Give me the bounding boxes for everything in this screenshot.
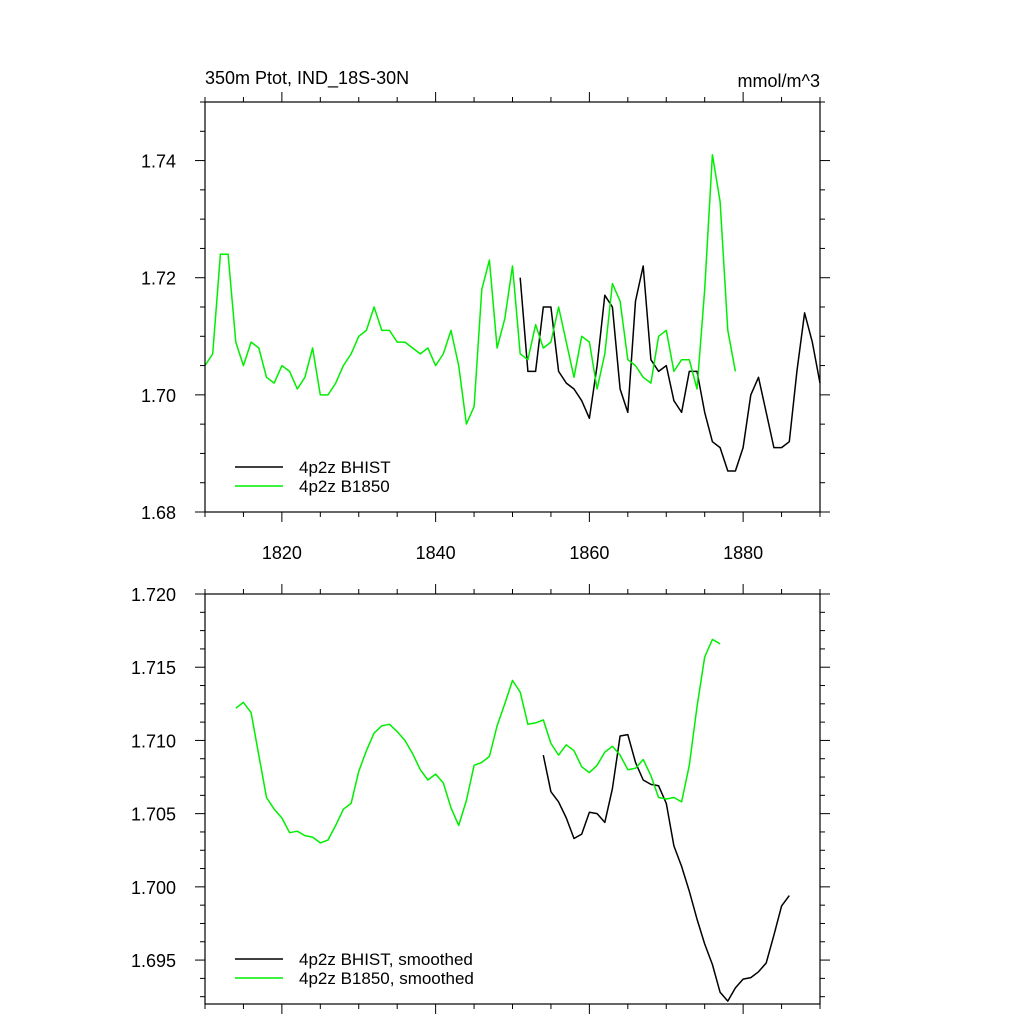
y-tick-label: 1.70 xyxy=(141,386,176,406)
y-tick-label: 1.700 xyxy=(131,878,176,898)
series-line xyxy=(204,153,737,425)
plot-frame xyxy=(204,593,821,1005)
series-line xyxy=(519,265,821,472)
chart-title: 350m Ptot, IND_18S-30N xyxy=(205,68,409,89)
x-tick-label: 1820 xyxy=(262,543,302,563)
units-label: mmol/m^3 xyxy=(738,71,820,91)
legend-label: 4p2z B1850 xyxy=(299,477,390,496)
y-tick-label: 1.705 xyxy=(131,805,176,825)
series-line xyxy=(542,733,790,1002)
series-line xyxy=(235,638,721,844)
y-tick-label: 1.720 xyxy=(131,585,176,605)
y-tick-label: 1.74 xyxy=(141,152,176,172)
x-tick-label: 1840 xyxy=(416,543,456,563)
y-tick-label: 1.68 xyxy=(141,503,176,523)
legend-label: 4p2z BHIST, smoothed xyxy=(299,950,473,969)
y-tick-label: 1.715 xyxy=(131,658,176,678)
top-panel: 350m Ptot, IND_18S-30N mmol/m^3 1820 1840… xyxy=(141,68,830,563)
y-tick-label: 1.710 xyxy=(131,731,176,751)
x-tick-label: 1880 xyxy=(723,543,763,563)
legend-label: 4p2z BHIST xyxy=(299,458,391,477)
y-tick-label: 1.72 xyxy=(141,269,176,289)
legend-label: 4p2z B1850, smoothed xyxy=(299,969,474,988)
bottom-panel: 1.695 1.700 1.705 1.710 1.715 1.720 4p2z BHIS… xyxy=(131,584,830,1014)
x-tick-label: 1860 xyxy=(569,543,609,563)
y-tick-label: 1.695 xyxy=(131,951,176,971)
plot-frame xyxy=(204,101,821,513)
